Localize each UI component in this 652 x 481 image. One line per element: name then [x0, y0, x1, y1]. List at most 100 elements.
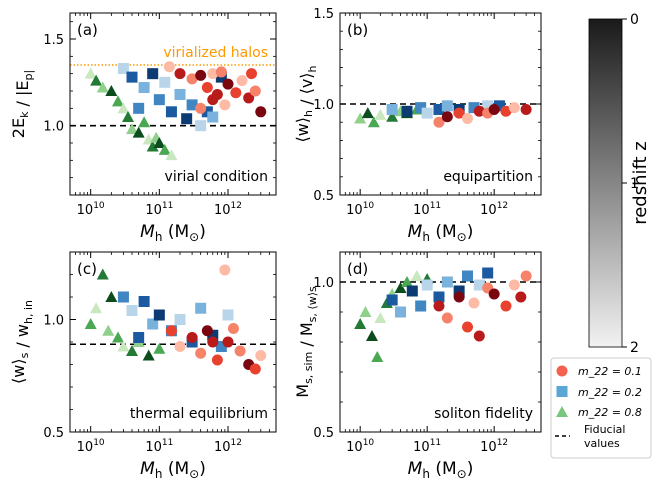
point-square-4	[153, 309, 165, 321]
panel-annotation: soliton fidelity	[434, 406, 533, 422]
point-square-10	[482, 267, 494, 279]
point-triangle-2	[96, 268, 109, 280]
point-triangle-5	[117, 102, 130, 114]
point-square-0	[386, 103, 398, 115]
x-axis-label: Mh (M⊙)	[408, 222, 474, 244]
point-square-0	[117, 291, 129, 303]
point-triangle-4	[374, 312, 387, 323]
panel-annotation: equipartition	[443, 169, 533, 185]
ytick-label-1: 1.0	[313, 276, 334, 291]
xtick-label-0: 1010	[77, 201, 105, 218]
point-circle-15	[219, 99, 231, 111]
ytick-label-0: 1.0	[43, 120, 64, 135]
point-circle-8	[508, 102, 520, 114]
xtick-label-2: 1012	[480, 201, 508, 218]
point-square-9	[207, 329, 219, 341]
point-circle-3	[195, 69, 207, 81]
colorbar-label: redshift z	[630, 141, 651, 225]
point-circle-10	[249, 363, 261, 375]
point-triangle-14	[158, 143, 171, 155]
point-circle-3	[462, 113, 474, 125]
y-axis-label: Ms, sim / Ms, ⟨w⟩s	[293, 286, 319, 398]
point-circle-13	[227, 323, 239, 334]
point-circle-7	[488, 288, 500, 300]
point-circle-6	[488, 103, 500, 115]
legend-marker-circle	[556, 365, 568, 377]
ytick-label-1: 1.5	[43, 33, 64, 48]
virialized-label: virialized halos	[163, 45, 268, 61]
point-square-3	[147, 318, 159, 330]
point-circle-9	[508, 279, 520, 291]
panel-label: (b)	[347, 21, 368, 39]
point-circle-4	[201, 325, 213, 337]
y-axis-label: ⟨w⟩s / wh, in	[9, 300, 35, 384]
panel-label: (d)	[347, 260, 368, 278]
point-triangle-0	[84, 318, 97, 329]
panel-annotation: virial condition	[165, 169, 268, 185]
point-square-10	[195, 120, 207, 132]
point-circle-0	[433, 300, 445, 312]
point-circle-0	[163, 61, 175, 73]
point-circle-1	[441, 111, 453, 123]
panel-label: (c)	[77, 260, 97, 278]
point-triangle-9	[142, 349, 155, 361]
point-square-0	[386, 294, 398, 306]
point-triangle-8	[132, 126, 145, 138]
ytick-label-0: 0.5	[43, 426, 64, 441]
y-axis-label: 2Ek / |Ep|	[9, 70, 35, 138]
point-triangle-7	[126, 345, 139, 356]
legend-marker-triangle	[556, 406, 568, 417]
point-square-2	[415, 102, 427, 114]
point-triangle-0	[354, 112, 367, 124]
point-circle-9	[520, 103, 532, 115]
point-circle-8	[234, 345, 246, 357]
point-square-7	[174, 88, 186, 100]
point-circle-12	[207, 336, 219, 348]
point-circle-7	[215, 66, 227, 78]
point-square-1	[395, 306, 407, 318]
legend: m_22 = 0.1 m_22 = 0.2 m_22 = 0.8 Fiducia…	[550, 357, 652, 459]
xtick-label-0: 1010	[346, 201, 374, 218]
point-triangle-13	[153, 137, 166, 148]
point-triangle-4	[111, 95, 124, 107]
point-square-12	[207, 111, 219, 123]
point-circle-10	[515, 291, 527, 303]
xtick-label-1: 1011	[413, 201, 441, 218]
point-triangle-3	[102, 324, 115, 336]
point-triangle-2	[96, 81, 109, 93]
colorbar-gradient	[588, 18, 623, 348]
point-triangle-3	[371, 351, 384, 362]
point-circle-1	[441, 312, 453, 324]
point-circle-16	[207, 94, 219, 106]
point-square-8	[482, 100, 494, 112]
panel-c: 1010 1011 1012 0.5 1.0 (c) thermal equilibrium…	[9, 251, 277, 481]
point-square-8	[462, 270, 474, 282]
point-triangle-6	[122, 111, 135, 122]
point-circle-5	[473, 330, 485, 342]
point-circle-11	[243, 92, 255, 104]
point-square-6	[441, 276, 453, 288]
point-circle-8	[500, 300, 512, 312]
xtick-label-1: 1011	[145, 201, 173, 218]
point-circle-0	[433, 116, 445, 128]
point-square-4	[153, 94, 165, 106]
point-circle-3	[462, 321, 474, 333]
x-axis-label: Mh (M⊙)	[408, 459, 474, 481]
point-triangle-1	[361, 107, 374, 119]
point-circle-7	[500, 105, 512, 117]
axes-frame	[339, 251, 542, 433]
point-triangle-1	[90, 74, 103, 86]
point-circle-14	[246, 68, 258, 80]
point-square-5	[441, 100, 453, 112]
point-circle-2	[453, 107, 465, 119]
colorbar-tick-2: 2	[630, 340, 639, 356]
point-circle-17	[195, 102, 207, 114]
point-square-1	[401, 105, 413, 117]
point-square-11	[222, 309, 234, 321]
point-triangle-1	[359, 306, 372, 317]
point-square-4	[433, 103, 445, 115]
point-triangle-9	[410, 270, 423, 281]
point-square-3	[147, 68, 159, 80]
y-axis-label: ⟨w⟩h / ⟨v⟩h	[293, 65, 319, 142]
colorbar-tick-1: 1	[630, 176, 639, 192]
